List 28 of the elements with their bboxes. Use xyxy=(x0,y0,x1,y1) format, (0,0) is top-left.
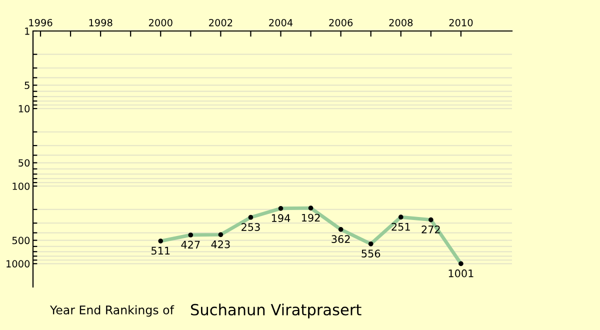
data-label: 423 xyxy=(211,240,230,248)
data-label: 427 xyxy=(181,240,200,248)
data-label: 253 xyxy=(242,223,260,231)
y-tick-label: 5 xyxy=(24,82,30,90)
x-tick-label: 2010 xyxy=(449,18,473,26)
data-label: 511 xyxy=(151,246,170,255)
y-tick-label: 1 xyxy=(25,28,30,35)
x-tick-label: 1996 xyxy=(29,18,52,26)
data-label: 194 xyxy=(272,214,290,222)
y-tick-label: 10 xyxy=(18,105,30,112)
x-tick-label: 2008 xyxy=(389,18,413,26)
x-tick-label: 2002 xyxy=(209,18,232,26)
data-label: 192 xyxy=(302,214,320,222)
data-label: 1001 xyxy=(448,269,474,278)
y-tick-label: 500 xyxy=(12,236,30,244)
data-label: 556 xyxy=(362,250,380,258)
y-tick-label: 1000 xyxy=(6,260,30,268)
data-label: 251 xyxy=(392,222,410,231)
data-label: 272 xyxy=(422,226,440,234)
x-tick-label: 1998 xyxy=(89,18,112,26)
text: Year End Rankings of xyxy=(50,305,174,317)
x-tick-label: 2004 xyxy=(269,18,293,26)
x-tick-label: 2000 xyxy=(148,18,172,26)
y-tick-label: 100 xyxy=(12,182,30,190)
x-tick-label: 2006 xyxy=(329,18,353,26)
text: Suchanun Viratprasert xyxy=(191,304,362,318)
y-tick-label: 50 xyxy=(18,159,30,167)
data-label: 362 xyxy=(332,235,350,244)
